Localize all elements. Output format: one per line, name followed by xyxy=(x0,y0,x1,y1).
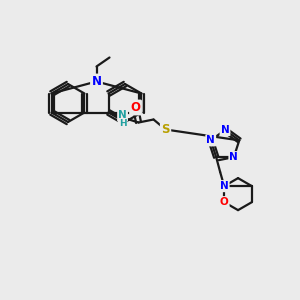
Text: S: S xyxy=(161,123,170,136)
Text: N: N xyxy=(220,181,229,191)
Text: H: H xyxy=(119,119,126,128)
Text: O: O xyxy=(130,101,140,114)
Text: N: N xyxy=(220,125,230,135)
Text: N: N xyxy=(206,135,215,146)
Text: N: N xyxy=(118,110,127,121)
Text: N: N xyxy=(92,75,101,88)
Text: N: N xyxy=(230,152,238,162)
Text: O: O xyxy=(220,197,229,207)
